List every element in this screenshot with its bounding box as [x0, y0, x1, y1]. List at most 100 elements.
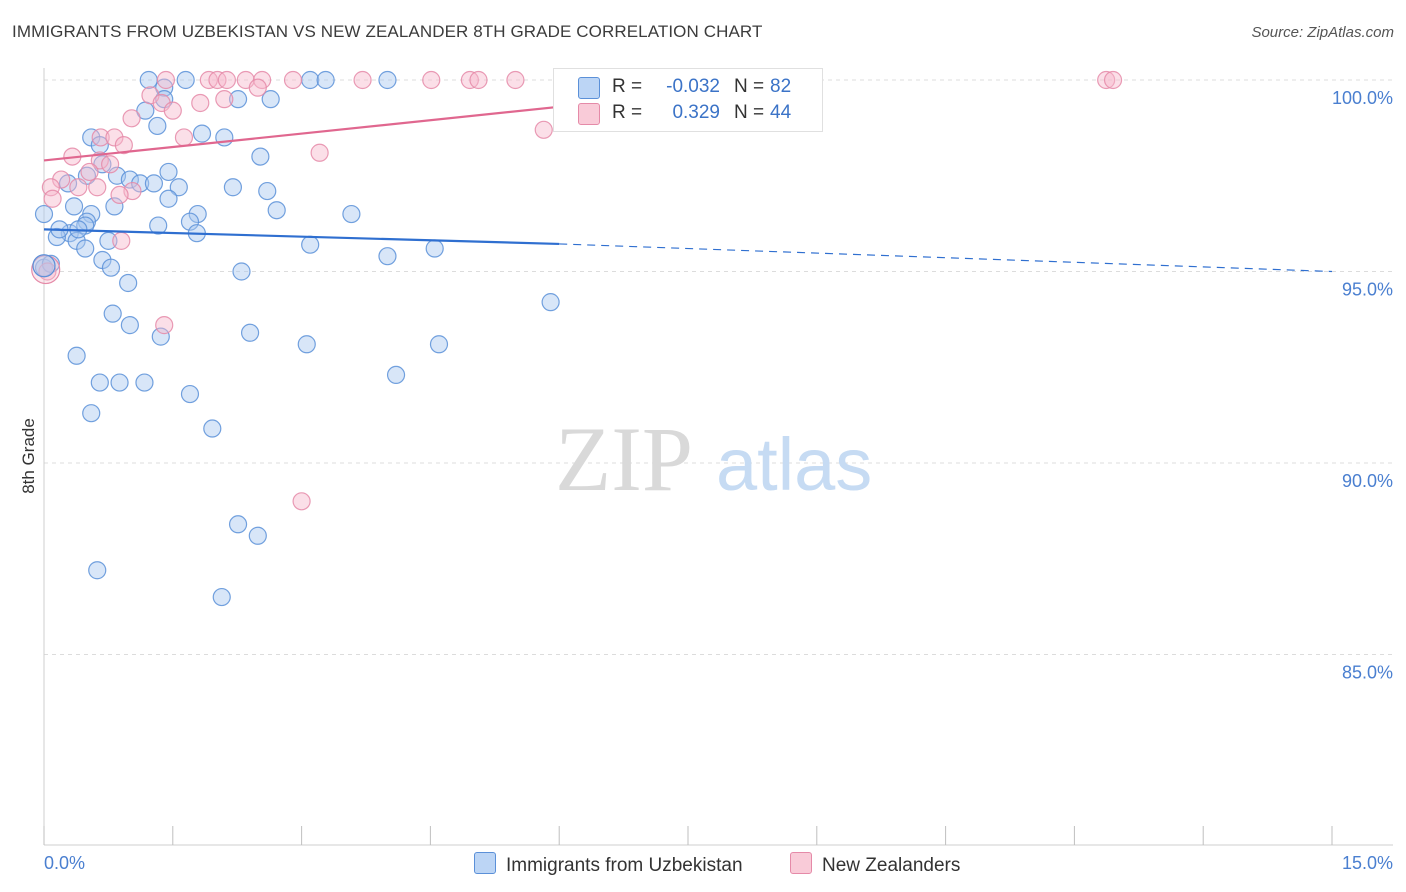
- legend-n-label: N =: [734, 102, 765, 123]
- uzbekistan-point: [159, 189, 178, 208]
- legend-swatch-blue: [578, 77, 600, 99]
- y-tick-label: 85.0%: [1342, 663, 1393, 683]
- uzbekistan-point: [34, 204, 54, 224]
- x-tick-max: 15.0%: [1342, 853, 1393, 873]
- new-zealander-point: [163, 101, 182, 120]
- new-zealander-point: [122, 109, 141, 128]
- uzbekistan-point: [76, 239, 95, 258]
- uzbekistan-point: [176, 70, 195, 90]
- new-zealander-point: [217, 70, 236, 90]
- uzbekistan-point: [144, 174, 164, 193]
- legend-r-value: 0.329: [672, 102, 720, 123]
- new-zealander-point: [90, 151, 109, 170]
- uzbekistan-point: [215, 128, 234, 147]
- uzbekistan-point: [180, 384, 200, 404]
- legend-swatch-blue: [474, 852, 496, 874]
- new-zealander-point: [422, 70, 441, 90]
- uzbekistan-point: [159, 162, 178, 182]
- uzbekistan-point: [188, 204, 207, 224]
- uzbekistan-point: [180, 212, 200, 231]
- uzbekistan-point: [103, 304, 122, 323]
- new-zealander-point: [43, 189, 62, 208]
- new-zealander-point: [1097, 70, 1116, 90]
- uzbekistan-point: [429, 335, 449, 354]
- new-zealander-point: [114, 136, 133, 155]
- uzbekistan-point: [301, 70, 320, 90]
- uzbekistan-point: [131, 174, 150, 193]
- new-zealander-point: [110, 185, 129, 204]
- uzbekistan-point: [169, 178, 188, 197]
- uzbekistan-point: [386, 365, 406, 385]
- legend-item-uzbekistan: Immigrants from Uzbekistan: [474, 852, 743, 877]
- new-zealander-point: [156, 70, 176, 90]
- zipatlas-watermark: ZIP atlas: [555, 408, 872, 510]
- uzbekistan-point: [82, 404, 101, 423]
- legend-n-value: 82: [770, 76, 792, 97]
- uzbekistan-point: [120, 316, 139, 335]
- new-zealander-point: [52, 170, 71, 189]
- legend-n-label: N =: [734, 76, 765, 97]
- uzbekistan-point: [301, 235, 320, 254]
- new-zealander-point: [534, 120, 553, 139]
- uzbekistan-trend-line: [43, 228, 560, 246]
- new-zealander-point: [155, 316, 174, 335]
- uzbekistan-point: [88, 561, 107, 580]
- legend-r-label: R =: [612, 76, 643, 97]
- y-tick-label: 95.0%: [1342, 280, 1393, 300]
- uzbekistan-point: [251, 147, 270, 166]
- uzbekistan-point: [541, 293, 560, 312]
- uzbekistan-point: [64, 197, 84, 216]
- new-zealander-point: [292, 492, 311, 511]
- y-axis-label: 8th Grade: [19, 418, 38, 494]
- legend-r-label: R =: [612, 102, 643, 123]
- legend-r-value: -0.032: [666, 76, 720, 97]
- new-zealander-point: [1103, 70, 1123, 90]
- uzbekistan-point: [32, 254, 56, 278]
- new-zealander-point: [91, 128, 110, 147]
- new-zealander-point: [469, 70, 488, 90]
- uzbekistan-point: [261, 90, 280, 109]
- uzbekistan-point: [378, 70, 397, 90]
- uzbekistan-point: [248, 526, 267, 545]
- source-credit: Source: ZipAtlas.com: [1251, 24, 1394, 41]
- new-zealander-point: [208, 70, 227, 90]
- watermark-atlas: atlas: [716, 423, 872, 506]
- new-zealander-point: [215, 90, 234, 109]
- new-zealander-point: [38, 262, 57, 281]
- uzbekistan-point: [267, 201, 286, 220]
- watermark-zip: ZIP: [555, 408, 693, 510]
- uzbekistan-point: [228, 515, 248, 534]
- new-zealander-point: [101, 155, 120, 174]
- new-zealander-point: [88, 178, 107, 197]
- uzbekistan-point: [223, 178, 243, 197]
- uzbekistan-point: [192, 124, 212, 143]
- legend-label-new-zealanders: New Zealanders: [822, 855, 961, 876]
- uzbekistan-point: [240, 323, 260, 342]
- uzbekistan-point: [135, 373, 154, 392]
- new-zealander-point: [112, 231, 131, 250]
- uzbekistan-point: [228, 90, 248, 109]
- chart-title: IMMIGRANTS FROM UZBEKISTAN VS NEW ZEALAN…: [12, 22, 763, 41]
- uzbekistan-point: [297, 335, 316, 354]
- new-zealander-point: [41, 178, 60, 197]
- new-zealander-point: [283, 70, 303, 90]
- uzbekistan-point: [139, 70, 158, 90]
- uzbekistan-point: [151, 327, 170, 346]
- new-zealander-point: [353, 70, 372, 90]
- x-tick-min: 0.0%: [44, 853, 85, 873]
- uzbekistan-trend-extension: [559, 243, 1333, 273]
- new-zealander-point: [69, 178, 88, 197]
- uzbekistan-point: [425, 239, 444, 258]
- new-zealander-point: [105, 128, 124, 147]
- uzbekistan-point: [148, 116, 167, 136]
- legend-swatch-pink: [790, 852, 812, 874]
- uzbekistan-point: [232, 262, 251, 281]
- new-zealander-point: [80, 162, 99, 182]
- legend-item-new-zealanders: New Zealanders: [790, 852, 960, 877]
- new-zealander-point: [506, 70, 525, 90]
- uzbekistan-point: [110, 373, 129, 392]
- uzbekistan-point: [119, 273, 138, 293]
- uzbekistan-point: [149, 216, 168, 235]
- uzbekistan-point: [105, 197, 124, 216]
- uzbekistan-point: [378, 247, 397, 266]
